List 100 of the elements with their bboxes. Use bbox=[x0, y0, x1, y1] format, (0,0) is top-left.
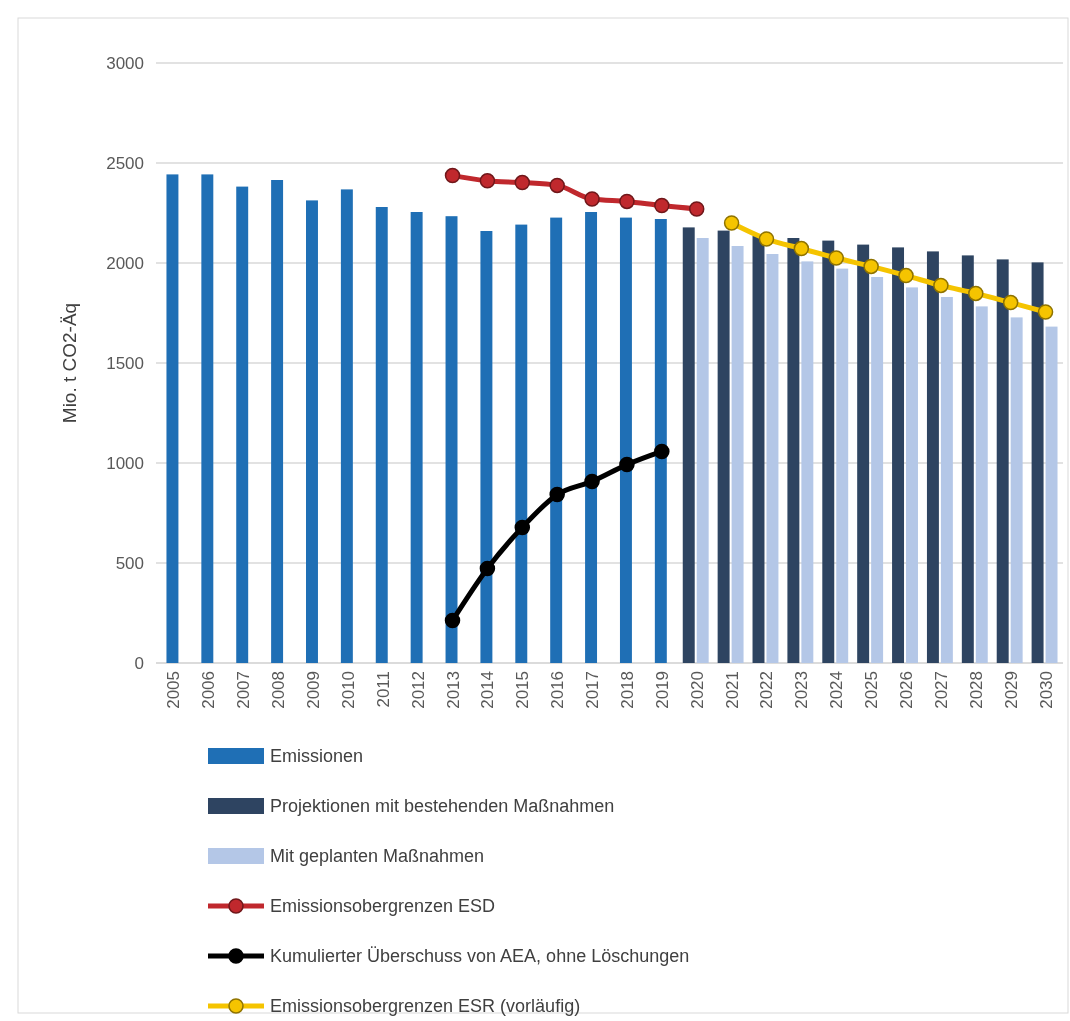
y-tick-label: 500 bbox=[115, 554, 144, 573]
bar bbox=[306, 200, 318, 663]
bar bbox=[654, 219, 667, 663]
point bbox=[898, 267, 914, 284]
y-tick-label: 0 bbox=[134, 654, 144, 673]
point bbox=[723, 215, 740, 231]
point bbox=[828, 250, 844, 266]
point bbox=[619, 193, 635, 210]
point bbox=[1002, 294, 1019, 311]
x-tick-label: 2005 bbox=[164, 671, 184, 709]
point bbox=[584, 191, 600, 207]
bar bbox=[836, 268, 849, 663]
x-tick-label: 2023 bbox=[792, 671, 812, 709]
x-tick-label: 2015 bbox=[513, 671, 533, 709]
bar bbox=[857, 244, 870, 663]
bar bbox=[1031, 262, 1044, 663]
point bbox=[479, 560, 496, 577]
bar bbox=[410, 212, 423, 663]
bar bbox=[940, 297, 953, 663]
point bbox=[549, 486, 565, 503]
bar bbox=[766, 254, 779, 663]
y-tick-label: 1000 bbox=[106, 454, 144, 473]
x-tick-label: 2030 bbox=[1036, 671, 1056, 709]
point bbox=[584, 473, 600, 490]
bar bbox=[801, 261, 814, 663]
point bbox=[444, 612, 461, 629]
bar bbox=[619, 217, 632, 663]
bar bbox=[201, 174, 214, 663]
bar bbox=[961, 255, 974, 663]
point bbox=[793, 240, 810, 257]
bar bbox=[585, 212, 598, 663]
y-tick-label: 3000 bbox=[106, 54, 144, 73]
bar bbox=[822, 240, 835, 663]
x-tick-label: 2017 bbox=[583, 671, 603, 709]
x-tick-label: 2026 bbox=[897, 671, 917, 709]
point bbox=[549, 177, 565, 194]
bar bbox=[271, 180, 284, 663]
x-tick-label: 2028 bbox=[966, 671, 986, 709]
bar bbox=[731, 246, 744, 663]
bar bbox=[236, 186, 249, 663]
bar bbox=[871, 277, 884, 663]
bar bbox=[696, 238, 709, 663]
bar bbox=[550, 217, 563, 663]
y-tick-label: 2500 bbox=[106, 154, 144, 173]
bar bbox=[975, 306, 988, 663]
point bbox=[968, 285, 984, 302]
bar bbox=[1010, 317, 1023, 663]
x-tick-label: 2012 bbox=[408, 671, 428, 709]
x-tick-label: 2010 bbox=[338, 671, 358, 709]
bar bbox=[682, 227, 695, 663]
bar bbox=[787, 238, 800, 663]
bar bbox=[515, 224, 528, 663]
x-tick-label: 2009 bbox=[303, 671, 323, 709]
x-tick-label: 2020 bbox=[687, 671, 707, 709]
point bbox=[619, 456, 635, 473]
x-tick-label: 2027 bbox=[931, 671, 951, 709]
bar bbox=[375, 207, 388, 663]
bar bbox=[340, 189, 353, 663]
point bbox=[688, 201, 705, 217]
x-tick-label: 2029 bbox=[1001, 671, 1021, 709]
point bbox=[479, 173, 496, 189]
bar bbox=[717, 230, 730, 663]
legend-label: Emissionen bbox=[270, 746, 364, 766]
point bbox=[654, 443, 670, 460]
point bbox=[514, 519, 531, 536]
x-tick-label: 2019 bbox=[652, 671, 672, 709]
point bbox=[758, 231, 775, 247]
legend-label: Kumulierter Überschuss von AEA, ohne Löschungen bbox=[270, 946, 690, 966]
legend-label: Mit geplanten Maßnahmen bbox=[270, 846, 485, 866]
bar bbox=[1045, 326, 1058, 663]
x-tick-label: 2013 bbox=[443, 671, 463, 709]
y-tick-label: 1500 bbox=[106, 354, 144, 373]
x-tick-label: 2025 bbox=[862, 671, 882, 709]
y-tick-label: 2000 bbox=[106, 254, 144, 273]
point bbox=[514, 174, 531, 191]
legend-label: Emissionsobergrenzen ESR (vorläufig) bbox=[270, 996, 581, 1016]
point bbox=[654, 197, 670, 214]
point bbox=[444, 167, 461, 184]
bar bbox=[480, 231, 493, 663]
x-tick-label: 2006 bbox=[199, 671, 219, 709]
bar bbox=[752, 236, 765, 663]
y-axis-title: Mio. t CO2-Äq bbox=[59, 302, 80, 424]
bar bbox=[906, 287, 918, 663]
legend-label: Emissionsobergrenzen ESD bbox=[270, 896, 496, 916]
x-tick-label: 2016 bbox=[548, 671, 568, 709]
x-tick-label: 2007 bbox=[234, 671, 254, 709]
x-tick-label: 2024 bbox=[827, 671, 847, 709]
x-tick-label: 2021 bbox=[722, 671, 742, 709]
x-tick-label: 2014 bbox=[478, 671, 498, 709]
bar bbox=[926, 251, 939, 663]
point bbox=[933, 277, 949, 294]
point bbox=[863, 258, 879, 275]
bar bbox=[166, 174, 179, 663]
x-tick-label: 2018 bbox=[617, 671, 637, 709]
legend-label: Projektionen mit bestehenden Maßnahmen bbox=[270, 796, 615, 816]
bar bbox=[892, 247, 905, 663]
x-tick-label: 2022 bbox=[757, 671, 777, 709]
x-tick-label: 2008 bbox=[269, 671, 289, 709]
point bbox=[1037, 304, 1054, 320]
bar bbox=[996, 259, 1009, 663]
